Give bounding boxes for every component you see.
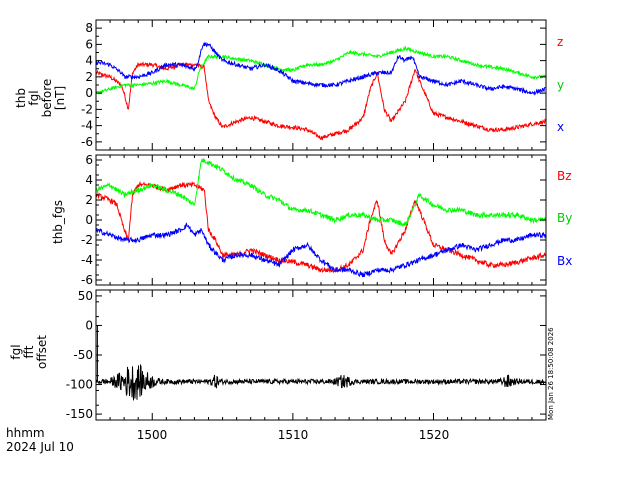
y-tick-label: -4 bbox=[81, 119, 93, 133]
y-tick-label: 6 bbox=[85, 37, 93, 51]
panel-fgs-xticks bbox=[95, 155, 547, 285]
ylabel-thb-fgs: thb_fgs bbox=[51, 200, 65, 244]
y-tick-label: 2 bbox=[85, 193, 93, 207]
ylabel-thb: thb bbox=[14, 88, 28, 108]
panel-fgs-frame bbox=[95, 154, 547, 286]
series-line-x bbox=[95, 41, 547, 96]
series-line-by bbox=[95, 158, 547, 227]
series-line-offset bbox=[95, 363, 547, 401]
y-tick-label: -150 bbox=[66, 407, 93, 421]
legend-by: By bbox=[557, 211, 572, 225]
x-tick-label-1510: 1510 bbox=[278, 428, 309, 442]
panel-fgs: -6 -4 -2 0 2 4 6 thb_fgs Bz By Bx bbox=[51, 153, 572, 287]
y-tick-label: 2 bbox=[85, 70, 93, 84]
y-tick-label: -100 bbox=[66, 378, 93, 392]
panel-fft-offset: -150 -100 -50 0 50 fgl fft offset bbox=[9, 289, 547, 421]
panel-fgl-before-xticks bbox=[95, 20, 547, 150]
y-tick-label: 4 bbox=[85, 54, 93, 68]
panel-fft-offset-traces bbox=[95, 325, 547, 401]
series-line-bz bbox=[95, 180, 547, 274]
y-tick-label: -2 bbox=[81, 233, 93, 247]
ylabel-fft: fft bbox=[22, 345, 36, 358]
side-timestamp: Mon Jan 26 18:50:08 2026 bbox=[547, 327, 555, 420]
y-tick-label: -6 bbox=[81, 135, 93, 149]
panel-fft-offset-frame bbox=[95, 289, 547, 421]
panel-fgs-traces bbox=[95, 158, 547, 278]
panel-fgl-before-traces bbox=[95, 41, 547, 141]
y-tick-label: 8 bbox=[85, 21, 93, 35]
y-tick-label: -2 bbox=[81, 102, 93, 116]
y-tick-label: -4 bbox=[81, 253, 93, 267]
axis-label-date: 2024 Jul 10 bbox=[6, 440, 74, 454]
x-tick-label-1520: 1520 bbox=[419, 428, 450, 442]
legend-bx: Bx bbox=[557, 254, 572, 268]
y-tick-label: -50 bbox=[73, 348, 93, 362]
panel-fft-offset-xticks bbox=[95, 290, 547, 420]
y-tick-label: 0 bbox=[85, 213, 93, 227]
axis-label-hhmm: hhmm bbox=[6, 426, 45, 440]
series-line-bx bbox=[95, 222, 547, 278]
panel-fgl-before: -6 -4 -2 0 2 4 6 8 thb fgl before [nT] z y x bbox=[14, 19, 564, 151]
y-tick-label: 0 bbox=[85, 86, 93, 100]
panel-fft-offset-yticks: -150 -100 -50 0 50 bbox=[66, 289, 546, 421]
legend-z: z bbox=[557, 35, 563, 49]
legend-bz: Bz bbox=[557, 169, 572, 183]
legend-y: y bbox=[557, 78, 564, 92]
y-tick-label: 50 bbox=[78, 289, 93, 303]
ylabel-fgl-2: fgl bbox=[9, 344, 23, 359]
legend-x: x bbox=[557, 120, 564, 134]
series-line-z bbox=[95, 61, 547, 141]
y-tick-label: 0 bbox=[85, 318, 93, 332]
y-tick-label: -6 bbox=[81, 273, 93, 287]
x-tick-label-1500: 1500 bbox=[137, 428, 168, 442]
ylabel-fgl: fgl bbox=[27, 90, 41, 105]
ylabel-unit: [nT] bbox=[53, 86, 67, 110]
panel-fgl-before-yticks: -6 -4 -2 0 2 4 6 8 bbox=[81, 19, 546, 151]
y-tick-label: 4 bbox=[85, 173, 93, 187]
series-line-y bbox=[95, 45, 547, 96]
panel-fgs-yticks: -6 -4 -2 0 2 4 6 bbox=[81, 153, 546, 287]
ylabel-offset: offset bbox=[35, 335, 49, 369]
ylabel-before: before bbox=[40, 79, 54, 118]
y-tick-label: 6 bbox=[85, 153, 93, 167]
